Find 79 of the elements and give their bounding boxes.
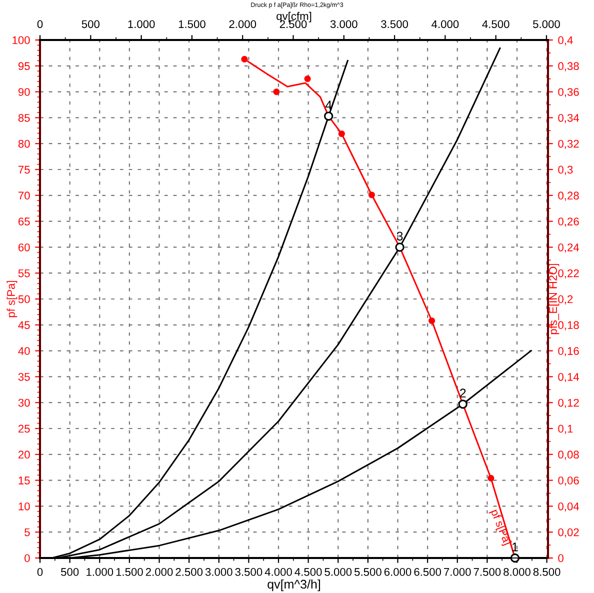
annotation: 1 (512, 542, 518, 552)
y2-tick-label: 0,16 (558, 347, 579, 356)
y-tick-label: 90 (18, 88, 30, 96)
y-tick-label: 80 (18, 140, 30, 148)
y-tick-label: 15 (18, 476, 30, 484)
y2-tick-label: 0,26 (558, 218, 579, 227)
y-tick-label: 55 (18, 269, 30, 278)
y-tick-label: 50 (18, 295, 30, 304)
y2-tick-label: 0,06 (558, 476, 579, 486)
y-tick-label: 75 (18, 166, 30, 174)
y2-tick-label: 0,28 (558, 192, 579, 201)
y-tick-label: 20 (18, 450, 30, 459)
x-tick-label: 1.000 (86, 568, 114, 576)
x2-tick-label: 1.500 (178, 20, 206, 28)
y2-tick-label: 0,08 (558, 450, 579, 460)
annotation: 4 (325, 100, 332, 110)
x2-tick-label: 5.000 (533, 20, 560, 28)
y-tick-label: 30 (18, 398, 30, 407)
y2-tick-label: 0,24 (558, 243, 580, 253)
y2-tick-label: 0,3 (558, 166, 573, 175)
x2-tick-label: 3.500 (381, 20, 408, 28)
y-tick-label: 60 (18, 243, 30, 252)
y-tick-label: 35 (18, 372, 30, 381)
y-tick-label: 5 (24, 528, 30, 536)
x2-tick-label: 3.000 (330, 20, 358, 28)
y-tick-label: 70 (18, 192, 30, 200)
x-tick-label: 4.500 (294, 568, 322, 576)
y2-tick-label: 0,02 (558, 528, 579, 538)
x2-tick-label: 0 (37, 20, 43, 28)
y2-tick-label: 0,04 (558, 502, 580, 512)
x-tick-label: 5.000 (324, 568, 352, 576)
y2-tick-label: 0,14 (558, 372, 580, 382)
x2-axis-title: qv[cfm] (276, 12, 312, 22)
y2-tick-label: 0,32 (558, 140, 579, 150)
x-tick-label: 8.500 (533, 568, 560, 576)
annotation: 2 (460, 388, 466, 398)
y-tick-label: 40 (18, 347, 30, 355)
y-tick-label: 0 (24, 554, 30, 562)
y-tick-label: 65 (18, 218, 30, 226)
y2-tick-label: 0 (558, 554, 564, 562)
x-tick-label: 0 (37, 568, 43, 576)
x2-tick-label: 2.000 (229, 20, 256, 28)
y2-tick-label: 0,34 (558, 114, 580, 124)
y2-tick-label: 0,12 (558, 398, 579, 408)
y-tick-label: 25 (18, 424, 30, 433)
y2-tick-label: 0,18 (558, 321, 579, 330)
x2-tick-label: 1.000 (128, 20, 155, 28)
y2-tick-label: 0,1 (558, 424, 573, 434)
x2-tick-label: 4.500 (482, 20, 510, 28)
x-tick-label: 1.500 (116, 568, 143, 576)
x-axis-title: qv[m^3/h] (268, 579, 320, 592)
y-tick-label: 95 (18, 62, 30, 70)
y-axis-title: pf s[Pa] (6, 280, 18, 318)
x-tick-label: 3.500 (235, 568, 262, 576)
x2-tick-label: 500 (82, 20, 100, 28)
y2-axis-title: pfs_E[IN H2O] (548, 264, 560, 334)
y-tick-label: 10 (18, 502, 30, 510)
x-tick-label: 500 (60, 568, 79, 576)
y2-tick-label: 0,38 (558, 62, 579, 72)
x-tick-label: 6.500 (414, 568, 442, 576)
y-tick-label: 45 (18, 321, 30, 330)
x-tick-label: 2.000 (146, 568, 173, 576)
y2-tick-label: 0,36 (558, 88, 579, 98)
x2-tick-label: 2.500 (280, 20, 307, 28)
x-tick-label: 8.000 (504, 568, 530, 576)
y2-tick-label: 0,22 (558, 269, 579, 279)
annotation: 3 (396, 232, 403, 241)
x-tick-label: 3.000 (205, 568, 232, 576)
y2-tick-label: 0,4 (558, 36, 573, 46)
y-tick-label: 100 (12, 36, 30, 44)
x-tick-label: 7.500 (474, 568, 501, 576)
x-tick-label: 2.500 (176, 568, 203, 576)
x-tick-label: 7.000 (444, 568, 471, 576)
x-tick-label: 6.000 (384, 568, 412, 576)
y2-tick-label: 0,2 (558, 295, 573, 304)
x-tick-label: 5.500 (354, 568, 382, 576)
x2-tick-label: 4.000 (432, 20, 459, 28)
x-tick-label: 4.000 (264, 568, 292, 576)
y-tick-label: 85 (18, 114, 30, 122)
